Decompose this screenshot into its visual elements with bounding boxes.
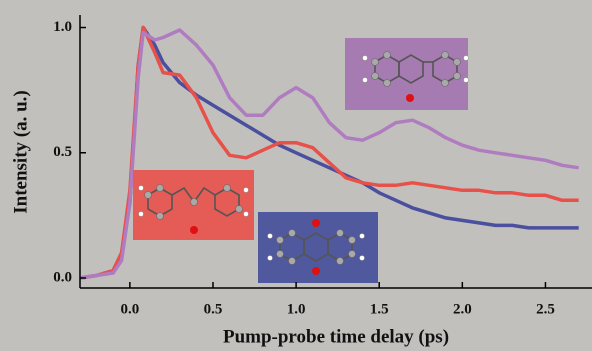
page: Pump-probe time delay (ps) Intensity (a.… (0, 0, 592, 351)
molecule-inset-red (133, 170, 254, 240)
x-tick-label: 1.0 (287, 301, 306, 317)
x-tick-label: 2.5 (536, 301, 555, 317)
x-tick-label: 2.0 (453, 301, 472, 317)
y-tick-label: 0.0 (53, 269, 72, 285)
y-axis-label: Intensity (a. u.) (10, 90, 31, 214)
molecule-inset-blue (258, 212, 378, 283)
y-tick-label: 0.5 (53, 144, 72, 160)
x-axis-label: Pump-probe time delay (ps) (223, 326, 449, 347)
x-tick-label: 1.5 (370, 301, 389, 317)
chart: Pump-probe time delay (ps) Intensity (a.… (0, 0, 592, 351)
background (0, 0, 592, 351)
x-tick-label: 0.0 (120, 301, 139, 317)
y-tick-label: 1.0 (53, 19, 72, 35)
x-tick-label: 0.5 (204, 301, 223, 317)
molecule-inset-purple (345, 38, 469, 110)
